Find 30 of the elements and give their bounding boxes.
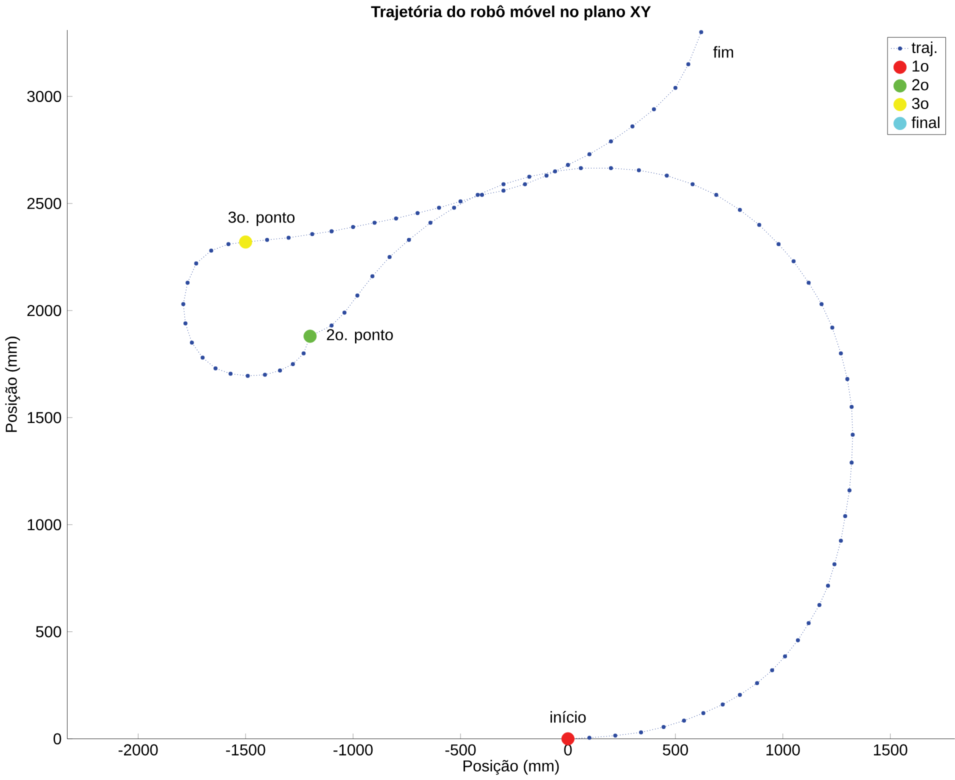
legend-label: 3o [912,98,928,110]
y-tick-label: 3000 [27,90,62,102]
legend-label: 1o [912,60,928,72]
legend-label: final [912,116,940,128]
x-tick-label: 0 [564,744,572,756]
y-tick-label: 2500 [27,198,62,210]
x-tick-label: 500 [662,744,688,756]
chart-title: Trajetória do robô móvel no plano XY [371,5,651,20]
y-tick-label: 1000 [28,519,62,530]
annotation: 2o. ponto [326,329,393,344]
annotation: 3o. ponto [228,212,295,226]
x-tick-label: 1500 [874,744,908,756]
annotation: fim [713,46,734,58]
point [304,330,317,343]
y-axis-title: Posição (mm) [5,336,20,432]
y-tick-label: 1500 [28,412,62,424]
y-tick-label: 500 [36,626,62,638]
x-tick-label: 1000 [766,744,800,756]
y-tick-label: 2000 [27,304,62,316]
x-tick-label: -1000 [334,744,373,756]
legend-label: traj. [912,42,936,56]
annotation: início [550,710,586,723]
x-axis-title: Posição (mm) [464,760,559,775]
x-tick-label: -1500 [226,744,266,756]
point [239,235,252,249]
x-tick-label: -2000 [118,744,158,756]
x-tick-label: -500 [445,744,476,756]
y-tick-label: 0 [54,733,62,744]
point [561,732,575,746]
legend-label: 2o [912,79,928,90]
